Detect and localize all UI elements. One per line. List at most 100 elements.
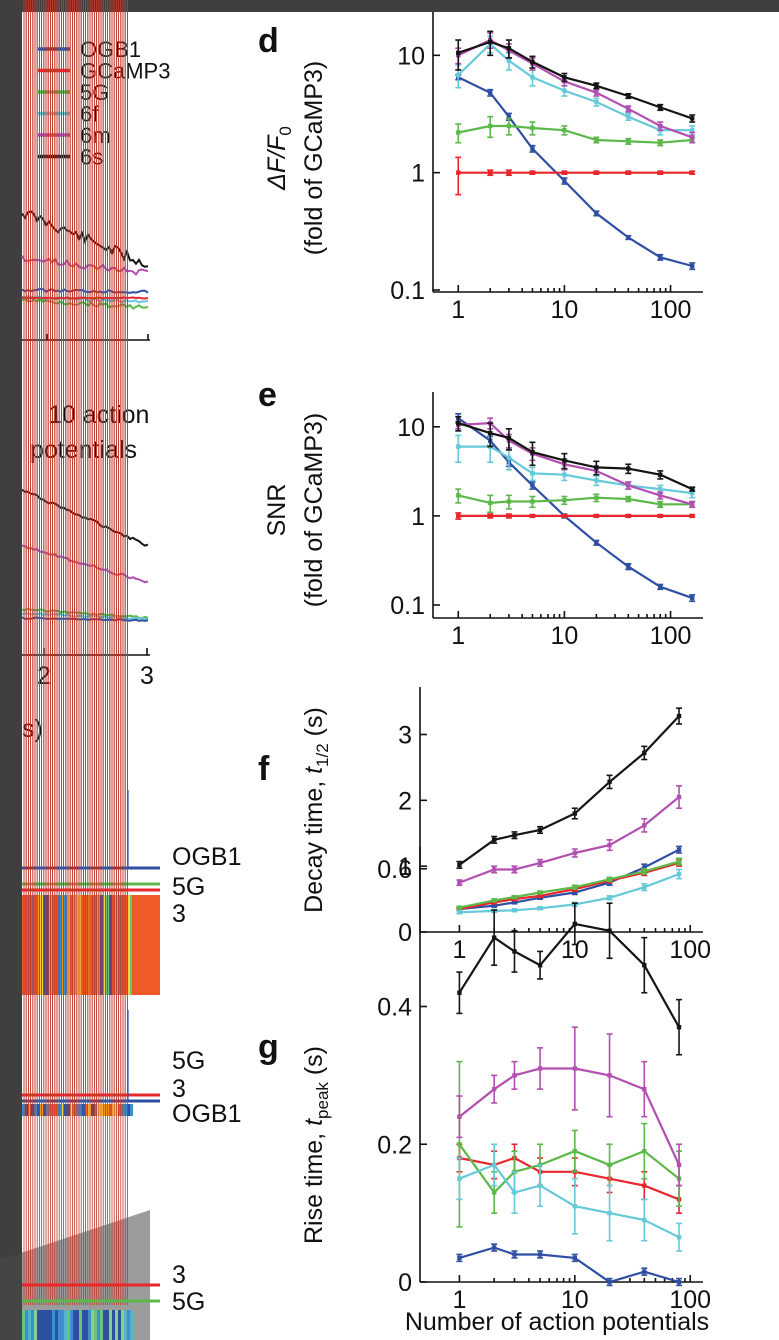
raster-heat-cell	[55, 1104, 58, 1116]
x-tick-label-d: 1	[451, 296, 465, 324]
data-point-6s	[512, 949, 517, 954]
data-point-6s	[607, 779, 612, 785]
raster-heat-cell	[79, 895, 82, 995]
raster-heat-cell	[28, 1310, 31, 1340]
data-point-gcamp3	[488, 170, 493, 175]
data-point-5g	[456, 493, 461, 498]
series-line-6f	[458, 445, 693, 495]
raster-heat-cell	[82, 1310, 85, 1340]
y-label-f: Decay time, t1/2 (s)	[300, 707, 332, 913]
series-line-6f	[457, 42, 693, 132]
raster-heat-cell	[94, 1310, 97, 1340]
data-point-6s	[457, 862, 462, 868]
data-point-gcamp3	[530, 170, 535, 175]
data-point-5g	[456, 130, 461, 135]
legend: OGB1GCaMP35G6f6m6s	[38, 37, 170, 170]
data-point-6m	[658, 123, 663, 129]
raster-heat-cell	[94, 1104, 97, 1116]
raster-heat-cell	[115, 1310, 118, 1340]
data-point-ogb1	[594, 540, 599, 545]
y-tick-label-d: 0.1	[390, 277, 425, 305]
data-point-ogb1	[676, 1279, 682, 1285]
raster-heat-cell	[76, 1104, 79, 1116]
data-point-5g	[506, 123, 512, 129]
data-point-ogb1	[491, 1245, 497, 1250]
y-tick-label-f: 2	[398, 787, 412, 815]
raster-heat-cell	[31, 1310, 34, 1340]
data-point-gcamp3	[456, 170, 461, 175]
data-point-6m	[658, 493, 663, 498]
data-point-6f	[642, 1217, 647, 1223]
y-tick-label-e: 1	[411, 503, 425, 531]
data-point-5g	[658, 140, 663, 145]
data-point-gcamp3	[626, 513, 631, 519]
data-point-6m	[626, 106, 631, 112]
data-point-6s	[530, 59, 535, 65]
series-line-ogb1	[459, 848, 680, 911]
data-point-ogb1	[658, 255, 663, 260]
panel-c-raster-3	[22, 0, 160, 1340]
series-e-5g	[455, 488, 696, 514]
series-f-6m	[456, 785, 683, 887]
data-point-6m	[642, 823, 647, 828]
data-point-6s	[491, 837, 497, 843]
y-tick-label-f: 3	[398, 722, 412, 750]
y-label2-e: (fold of GCaMP3)	[300, 413, 328, 608]
data-point-6s	[457, 990, 462, 995]
raster-heat-cell	[121, 1104, 124, 1116]
data-point-gcamp3	[594, 170, 599, 175]
raster-heat-cell	[85, 895, 88, 995]
data-point-5g	[642, 869, 647, 874]
raster-heat-cell	[70, 895, 73, 995]
raster-heat-cell	[109, 895, 112, 995]
data-point-gcamp3	[658, 513, 663, 519]
raster-heat-cell	[43, 1310, 46, 1340]
data-point-6m	[594, 90, 599, 95]
y-label-e: SNR	[263, 484, 291, 537]
data-point-6f	[572, 1204, 578, 1209]
data-point-5g	[572, 885, 578, 890]
data-point-gcamp3	[562, 170, 567, 175]
raster-heat-cell	[76, 1310, 79, 1340]
data-point-5g	[537, 890, 543, 895]
raster-heat-cell	[67, 1104, 70, 1116]
data-point-ogb1	[642, 1269, 647, 1274]
raster-heat-cell	[109, 1310, 112, 1340]
data-point-gcamp3	[594, 513, 599, 519]
raster-heat-cell	[58, 1310, 61, 1340]
data-point-6s	[676, 1024, 682, 1030]
data-point-ogb1	[457, 1255, 462, 1261]
data-point-6f	[562, 88, 567, 93]
data-point-6s	[456, 50, 461, 56]
data-point-gcamp3	[506, 513, 512, 519]
raster-heat-cell	[127, 895, 130, 995]
data-point-5g	[658, 502, 663, 507]
data-point-ogb1	[491, 903, 497, 908]
data-point-ogb1	[690, 595, 695, 601]
data-point-5g	[530, 125, 535, 131]
panel-e: e 0.1 1 10 1 10 100 SNR (fold of GCaMP3)	[258, 376, 703, 650]
data-point-ogb1	[626, 235, 631, 240]
data-point-6f	[506, 58, 512, 63]
raster-3-label-3: 3	[172, 1261, 186, 1289]
raster-heat-cell	[34, 895, 37, 995]
y-tick-label-f: 1	[398, 853, 412, 881]
data-point-6s	[572, 811, 578, 816]
data-point-6s	[642, 962, 647, 968]
raster-heat-cell	[112, 1104, 115, 1116]
y-tick-label-g: 0.2	[377, 1131, 412, 1159]
data-point-6s	[626, 93, 631, 99]
data-point-5g	[642, 1148, 647, 1154]
raster-heat-cell	[94, 895, 97, 995]
data-point-6s	[488, 430, 493, 436]
raster-heat-cell	[118, 895, 121, 995]
series-line-6f	[458, 1163, 680, 1239]
y-tick-label-e: 0.1	[390, 592, 425, 620]
data-point-gcamp3	[562, 513, 567, 519]
data-point-6m	[457, 1114, 462, 1119]
raster-heat-cell	[79, 1104, 82, 1116]
data-point-6s	[506, 46, 512, 51]
data-point-6f	[626, 114, 631, 119]
y-label2-d: (fold of GCaMP3)	[300, 61, 328, 256]
